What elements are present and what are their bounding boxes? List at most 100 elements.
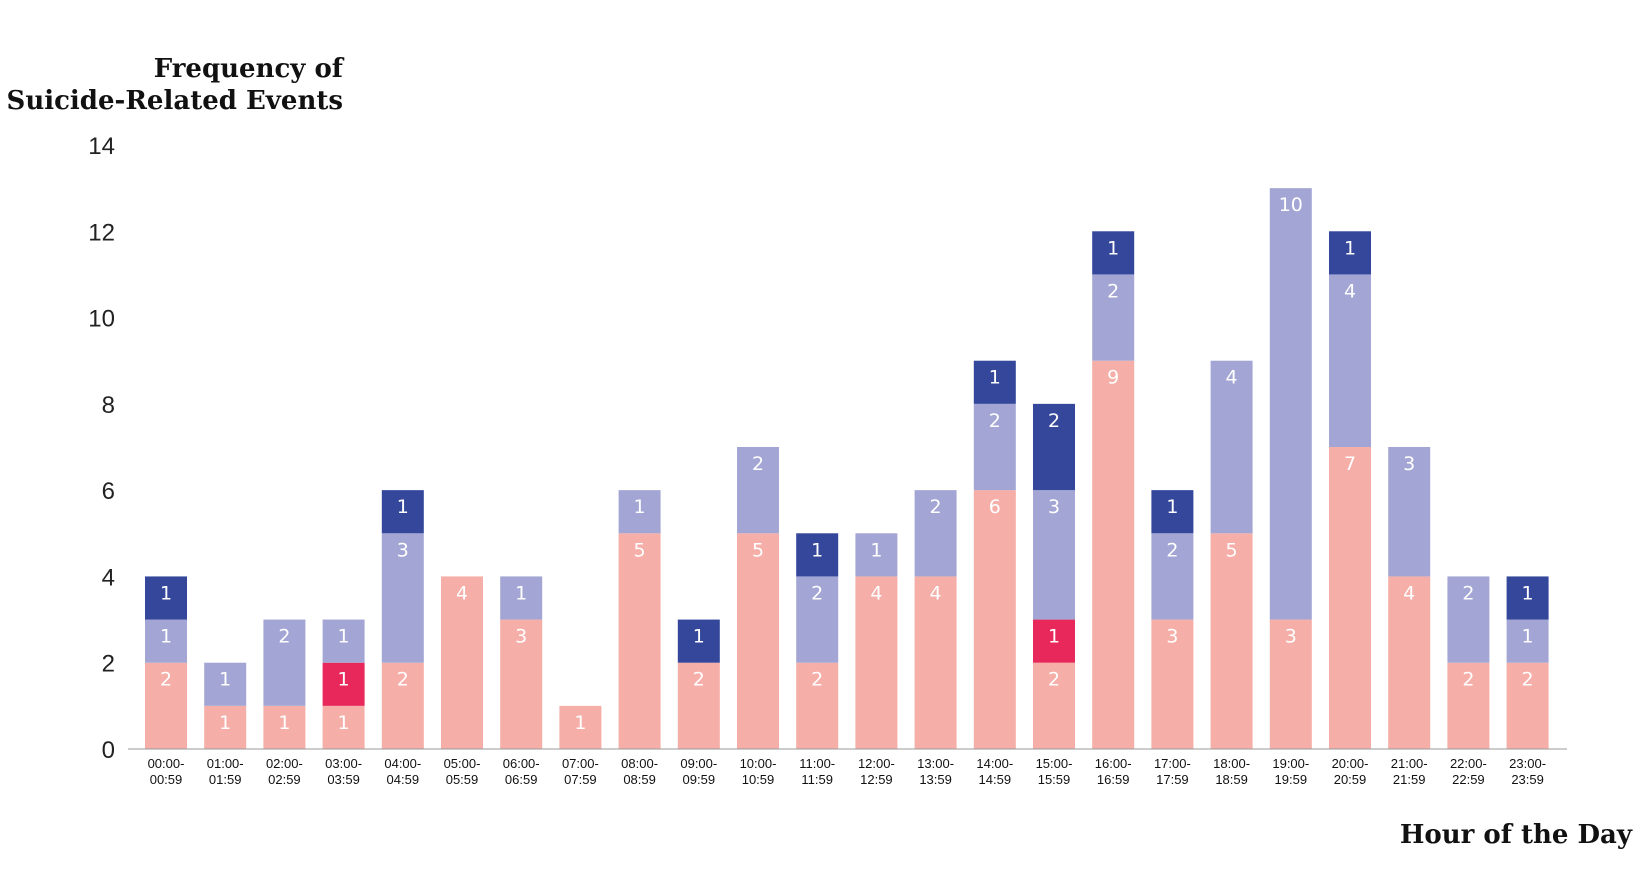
x-tick-label: 09:00-09:59	[680, 756, 717, 787]
bar-segment-label: 1	[338, 669, 350, 691]
bar-segment-label: 3	[1285, 626, 1297, 648]
x-tick-label: 02:00-02:59	[266, 756, 303, 787]
bar-segment-label: 1	[574, 712, 586, 734]
x-tick-label: 16:00-16:59	[1095, 756, 1132, 787]
bar-segment	[1506, 662, 1549, 749]
bar-segment-label: 2	[811, 582, 823, 604]
bar-segment-label: 1	[278, 712, 290, 734]
bar-segment	[559, 705, 602, 749]
y-axis-title-line: Suicide-Related Events	[7, 86, 343, 116]
bar-segment-label: 2	[811, 669, 823, 691]
x-tick-label: 07:00-07:59	[562, 756, 599, 787]
bar-segment	[855, 576, 898, 749]
bar-segment-label: 2	[1462, 582, 1474, 604]
bar-segment-label: 4	[456, 582, 468, 604]
bar-segment-label: 2	[1107, 280, 1119, 302]
bar-segment	[441, 576, 483, 749]
bar-segment-label: 4	[1344, 280, 1356, 302]
bar-segment	[618, 490, 661, 534]
x-tick-label: 19:00-19:59	[1272, 756, 1309, 787]
bar-segment	[145, 662, 187, 749]
bar-segment	[973, 490, 1016, 749]
bar-segment-label: 2	[160, 669, 172, 691]
bar-segment-label: 1	[634, 496, 646, 518]
x-axis-ticks: 00:00-00:59 01:00-01:59 02:00-02:59 03:00-0…	[148, 756, 1546, 787]
x-tick-label: 06:00-06:59	[503, 756, 540, 787]
bar-segment-label: 2	[1166, 539, 1178, 561]
bar-segment-label: 1	[989, 367, 1001, 389]
bar-segment	[796, 662, 839, 749]
bar-segment-label: 9	[1107, 367, 1119, 389]
bar-segment	[1033, 619, 1075, 663]
bar-segment-label: 1	[397, 496, 409, 518]
bars: 2 1 1 1 1 1 2 1 1 1 2 3 1 4 3 1 1 5 1 2 1 5 2 2 2 1 4 1 4 2 6 2 1 2 1 3 2 9 2 1…	[145, 188, 1549, 749]
y-tick-label: 8	[102, 392, 115, 419]
bar-segment-label: 1	[1522, 626, 1534, 648]
bar-segment-label: 1	[160, 626, 172, 648]
bar-segment	[145, 576, 187, 620]
y-tick-label: 0	[102, 737, 115, 764]
bar-segment-label: 1	[1048, 626, 1060, 648]
y-tick-label: 10	[88, 306, 115, 333]
bar-segment-label: 2	[1522, 669, 1534, 691]
bar-segment-label: 5	[634, 539, 646, 561]
bar-segment	[973, 360, 1016, 404]
bar-segment	[1269, 188, 1312, 620]
bar-segment	[263, 619, 306, 706]
bar-segment-label: 2	[989, 410, 1001, 432]
x-tick-label: 13:00-13:59	[917, 756, 954, 787]
bar-segment	[1092, 274, 1135, 361]
bar-segment	[618, 533, 661, 749]
x-tick-label: 20:00-20:59	[1332, 756, 1369, 787]
bar-segment-label: 5	[1226, 539, 1238, 561]
y-tick-label: 6	[102, 478, 115, 505]
bar-segment-label: 2	[1048, 410, 1060, 432]
bar-segment	[500, 576, 543, 620]
x-tick-label: 05:00-05:59	[444, 756, 481, 787]
bar-segment-label: 1	[160, 582, 172, 604]
bar-segment	[1210, 533, 1253, 749]
bar-segment-label: 4	[1403, 582, 1415, 604]
bar-segment-label: 2	[752, 453, 764, 475]
bar-segment-label: 1	[1522, 582, 1534, 604]
bar-segment	[796, 533, 839, 577]
bar-segment-label: 1	[338, 626, 350, 648]
bar-segment-label: 1	[515, 582, 527, 604]
x-tick-label: 11:00-11:59	[799, 756, 835, 787]
y-tick-label: 4	[102, 564, 115, 591]
bar-segment	[973, 403, 1016, 491]
x-tick-label: 10:00-10:59	[740, 756, 777, 787]
bar-segment	[1506, 619, 1549, 663]
bar-segment-label: 1	[1344, 237, 1356, 259]
bar-segment-label: 1	[219, 712, 231, 734]
bar-segment-label: 3	[1048, 496, 1060, 518]
x-tick-label: 03:00-03:59	[325, 756, 362, 787]
x-tick-label: 22:00-22:59	[1450, 756, 1487, 787]
bar-segment	[381, 662, 424, 749]
x-tick-label: 04:00-04:59	[384, 756, 421, 787]
bar-segment-label: 7	[1344, 453, 1356, 475]
bar-segment-label: 1	[1107, 237, 1119, 259]
y-axis-ticks: 0 2 4 6 8 10 12 14	[88, 133, 115, 764]
bar-segment	[1329, 231, 1371, 275]
bar-segment-label: 3	[515, 626, 527, 648]
bar-segment	[500, 619, 543, 749]
bar-segment	[1151, 533, 1194, 620]
bar-segment	[796, 576, 839, 663]
bar-segment	[381, 533, 424, 663]
bar-segment	[855, 533, 898, 577]
bar-segment-label: 3	[1403, 453, 1415, 475]
bar-segment	[145, 619, 187, 663]
bar-segment-label: 1	[811, 539, 823, 561]
bar-segment	[322, 705, 365, 749]
bar-segment-label: 2	[397, 669, 409, 691]
x-tick-label: 23:00-23:59	[1509, 756, 1546, 787]
bar-segment	[322, 619, 365, 663]
bar-segment-label: 2	[1048, 669, 1060, 691]
bar-segment	[677, 619, 720, 663]
bar-segment	[1269, 619, 1312, 749]
bar-segment-label: 2	[278, 626, 290, 648]
bar-segment	[914, 576, 957, 749]
bar-segment-label: 5	[752, 539, 764, 561]
